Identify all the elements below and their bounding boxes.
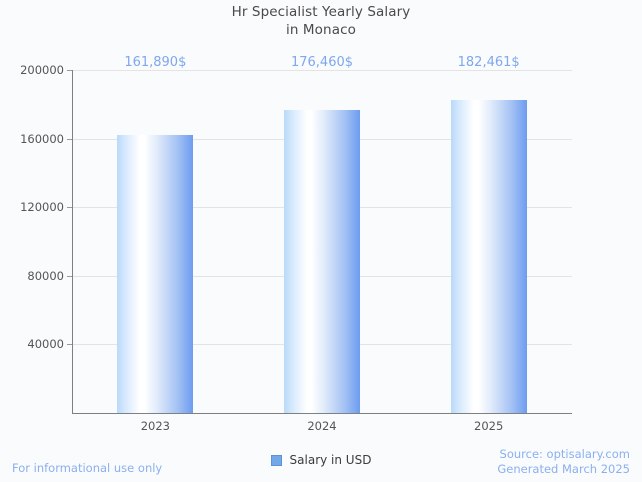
y-tick-label: 120000 bbox=[20, 200, 64, 215]
gridline bbox=[73, 70, 572, 71]
chart-title-line-2: in Monaco bbox=[286, 22, 356, 38]
x-tick-label-2024: 2024 bbox=[307, 419, 337, 433]
y-tick-mark bbox=[67, 275, 72, 277]
y-tick-label: 160000 bbox=[20, 131, 64, 146]
disclaimer-text: For informational use only bbox=[12, 461, 163, 475]
y-tick-mark bbox=[67, 70, 72, 71]
bar-2025[interactable] bbox=[450, 100, 527, 413]
generated-text: Generated March 2025 bbox=[497, 462, 630, 476]
source-block: Source: optisalary.com Generated March 2… bbox=[497, 447, 630, 477]
y-axis-line bbox=[72, 70, 73, 413]
y-tick-label: 40000 bbox=[27, 337, 64, 352]
bar-2023[interactable] bbox=[117, 135, 194, 413]
chart-legend: Salary in USD bbox=[0, 453, 642, 467]
y-tick-mark bbox=[67, 207, 72, 209]
legend-label[interactable]: Salary in USD bbox=[289, 453, 372, 467]
x-tick-label-2025: 2025 bbox=[474, 419, 504, 433]
bar-value-label-2025: 182,461$ bbox=[457, 55, 520, 70]
bar-value-label-2023: 161,890$ bbox=[124, 55, 187, 70]
legend-swatch-icon bbox=[270, 454, 282, 466]
chart-title: Hr Specialist Yearly Salary in Monaco bbox=[0, 3, 642, 39]
y-axis-labels: 40000 80000 120000 160000 200000 bbox=[0, 63, 64, 413]
y-tick-label: 200000 bbox=[20, 63, 64, 77]
bar-value-label-2024: 176,460$ bbox=[290, 55, 354, 70]
chart-title-line-1: Hr Specialist Yearly Salary bbox=[231, 4, 411, 20]
plot-area bbox=[67, 70, 572, 414]
y-tick-mark bbox=[67, 138, 72, 140]
y-tick-label: 80000 bbox=[27, 268, 64, 283]
bar-2024[interactable] bbox=[284, 110, 360, 413]
y-tick-mark bbox=[67, 344, 72, 346]
x-axis-line bbox=[72, 413, 572, 414]
x-tick-label-2023: 2023 bbox=[140, 419, 170, 433]
source-text: Source: optisalary.com bbox=[499, 447, 630, 461]
